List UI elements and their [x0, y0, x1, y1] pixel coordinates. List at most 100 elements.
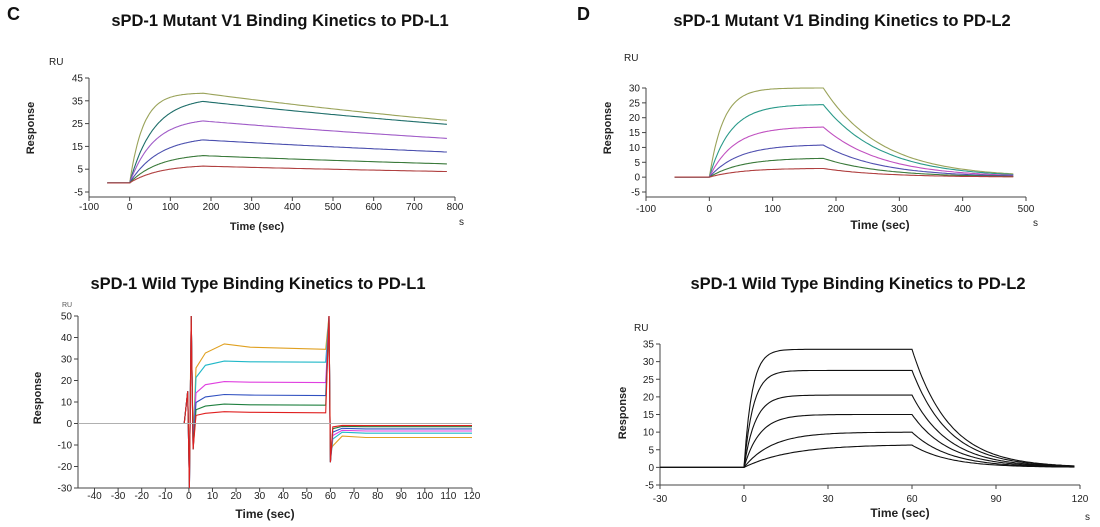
series-line-2	[107, 100, 447, 184]
series-line-1	[660, 348, 1075, 468]
y-tick-label: 15	[643, 410, 655, 421]
y-tick-label: 25	[72, 119, 84, 130]
x-axis-label: Time (sec)	[850, 218, 909, 232]
y-tick-label: 25	[629, 98, 641, 109]
y-tick-label: 40	[61, 333, 73, 344]
x-unit-label: s	[1085, 512, 1090, 523]
y-axis-label: Response	[25, 102, 37, 155]
series-line-3	[674, 126, 1014, 178]
y-tick-label: 50	[61, 312, 73, 323]
x-tick-label: 100	[416, 491, 433, 502]
series-line-4	[674, 144, 1014, 178]
chart-bottom-right: sPD-1 Wild Type Binding Kinetics to PD-L…	[617, 275, 1090, 523]
series-line-5	[674, 157, 1014, 178]
chart-top-right: sPD-1 Mutant V1 Binding Kinetics to PD-L…	[602, 12, 1038, 232]
y-tick-label: 20	[61, 376, 73, 387]
x-tick-label: 600	[365, 202, 382, 213]
y-tick-label: 30	[629, 84, 641, 95]
x-tick-label: 100	[162, 202, 179, 213]
x-tick-label: -10	[158, 491, 173, 502]
x-tick-label: -100	[636, 204, 656, 215]
x-tick-label: 70	[348, 491, 360, 502]
x-tick-label: 40	[278, 491, 290, 502]
panel-label-d: D	[577, 4, 590, 24]
series-line-4	[660, 413, 1075, 468]
x-tick-label: 0	[127, 202, 133, 213]
x-tick-label: 800	[447, 202, 464, 213]
axes: -5 0 5 10 15 20 25 30 -100 0 100 200 300 400 500	[629, 84, 1035, 216]
y-tick-label: 25	[643, 375, 655, 386]
x-unit-label: s	[1033, 218, 1038, 229]
y-tick-label: 5	[77, 165, 83, 176]
x-tick-label: 100	[764, 204, 781, 215]
series-line-3	[660, 394, 1075, 468]
x-tick-label: 500	[1018, 204, 1035, 215]
x-tick-label: 500	[325, 202, 342, 213]
y-tick-label: 5	[634, 158, 640, 169]
x-axis-label: Time (sec)	[230, 221, 285, 233]
curves	[674, 87, 1014, 178]
x-tick-label: 80	[372, 491, 384, 502]
y-tick-label: -10	[58, 441, 73, 452]
y-tick-label: -5	[631, 188, 640, 199]
y-axis-label: Response	[32, 372, 44, 425]
y-tick-label: 15	[629, 128, 641, 139]
chart-title: sPD-1 Mutant V1 Binding Kinetics to PD-L…	[673, 12, 1010, 30]
series-line-4	[107, 139, 447, 184]
x-unit-label: s	[459, 217, 464, 228]
y-tick-label: 10	[643, 428, 655, 439]
y-tick-label: -5	[645, 481, 654, 492]
y-tick-label: 20	[629, 113, 641, 124]
y-tick-label: 45	[72, 74, 84, 85]
series-line-4	[78, 315, 472, 489]
series-line-6	[78, 315, 472, 489]
series-line-5	[660, 431, 1075, 468]
x-tick-label: 110	[440, 491, 456, 502]
chart-bottom-left: sPD-1 Wild Type Binding Kinetics to PD-L…	[32, 275, 481, 521]
series-line-1	[107, 92, 447, 184]
x-tick-label: -30	[111, 491, 126, 502]
series-line-5	[78, 315, 472, 489]
y-tick-label: 0	[648, 463, 654, 474]
y-tick-label: 15	[72, 142, 84, 153]
y-tick-label: 5	[648, 445, 654, 456]
series-line-1	[674, 87, 1014, 178]
y-tick-label: 30	[61, 355, 73, 366]
x-tick-label: 90	[396, 491, 408, 502]
x-tick-label: 120	[464, 491, 481, 502]
y-tick-label: 10	[61, 398, 73, 409]
x-tick-label: 0	[707, 204, 713, 215]
x-tick-label: 200	[828, 204, 845, 215]
y-tick-label: 30	[643, 357, 655, 368]
curves	[78, 315, 472, 489]
curves	[107, 92, 447, 184]
series-line-2	[78, 315, 472, 489]
y-unit-label: RU	[62, 302, 72, 309]
chart-title: sPD-1 Mutant V1 Binding Kinetics to PD-L…	[111, 12, 448, 30]
y-tick-label: 0	[634, 173, 640, 184]
series-line-3	[78, 315, 472, 489]
x-tick-label: -20	[134, 491, 149, 502]
x-tick-label: 400	[284, 202, 301, 213]
x-tick-label: 30	[822, 494, 834, 505]
x-tick-label: 30	[254, 491, 266, 502]
x-tick-label: 0	[741, 494, 747, 505]
x-tick-label: 700	[406, 202, 423, 213]
series-line-6	[674, 167, 1014, 178]
x-tick-label: 300	[891, 204, 908, 215]
y-tick-label: 0	[66, 419, 72, 430]
y-axis-label: Response	[617, 387, 629, 440]
y-unit-label: RU	[624, 53, 638, 64]
x-axis-label: Time (sec)	[235, 507, 294, 521]
panel-label-c: C	[7, 4, 20, 24]
curves	[660, 348, 1075, 468]
x-tick-label: 90	[990, 494, 1002, 505]
y-unit-label: RU	[634, 323, 648, 334]
chart-title: sPD-1 Wild Type Binding Kinetics to PD-L…	[90, 275, 425, 293]
x-tick-label: 400	[954, 204, 971, 215]
y-unit-label: RU	[49, 57, 63, 68]
x-tick-label: 10	[207, 491, 219, 502]
axes: -5 5 15 25 35 45 -100 0 100 200 300 400 500 600 700 800	[72, 74, 464, 214]
axes: -30 -20 -10 0 10 20 30 40 50 -40 -30 -20 -10 0 10 20 30 4…	[58, 312, 481, 503]
